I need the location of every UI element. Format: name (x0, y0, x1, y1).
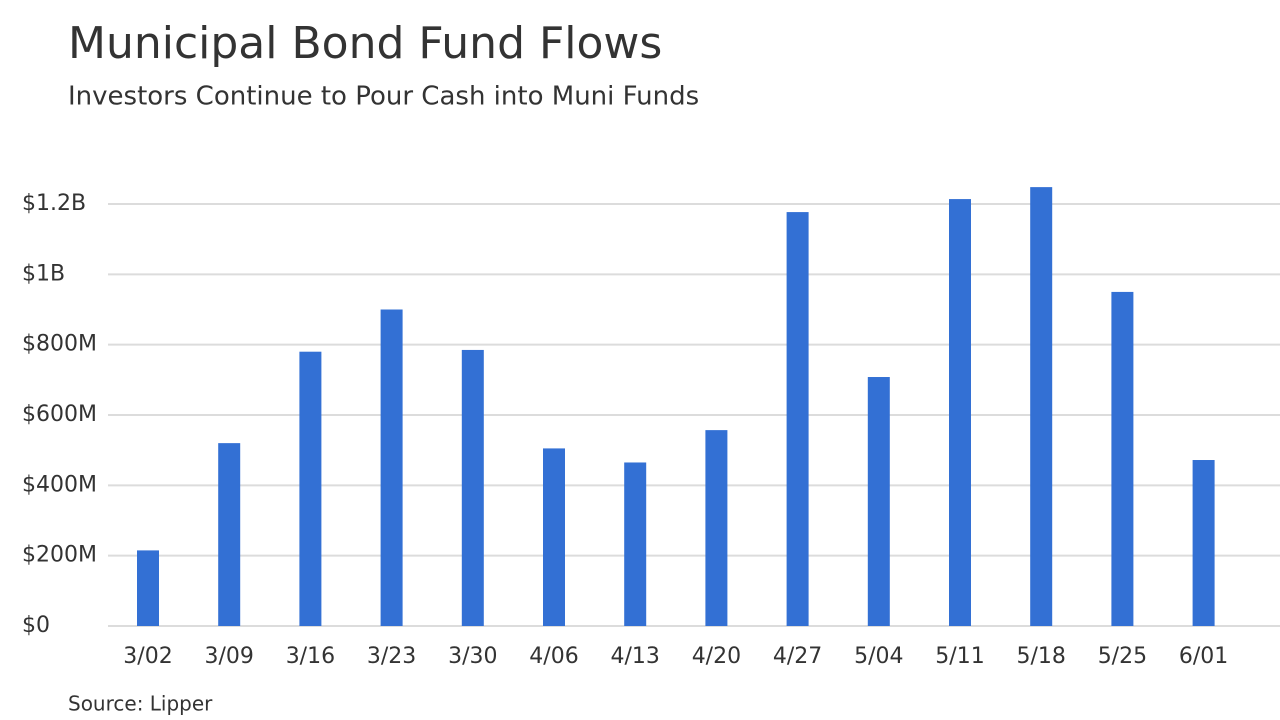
y-tick-label: $600M (22, 402, 97, 427)
y-tick-label: $800M (22, 332, 97, 357)
x-tick-label: 5/25 (1098, 644, 1147, 669)
x-tick-label: 4/20 (692, 644, 741, 669)
y-tick-label: $400M (22, 472, 97, 497)
bar (624, 462, 647, 626)
y-tick-label: $1.2B (22, 191, 86, 216)
x-tick-label: 6/01 (1179, 644, 1228, 669)
bar (786, 212, 809, 627)
x-tick-label: 4/27 (773, 644, 822, 669)
bar (461, 349, 484, 626)
x-tick-label: 5/18 (1016, 644, 1065, 669)
x-tick-label: 3/16 (286, 644, 335, 669)
x-tick-label: 5/04 (854, 644, 903, 669)
bar (1030, 187, 1053, 626)
chart-subtitle: Investors Continue to Pour Cash into Mun… (68, 82, 699, 112)
bar (218, 443, 241, 626)
y-tick-label: $0 (22, 613, 50, 638)
bar (949, 199, 971, 626)
chart-title: Municipal Bond Fund Flows (68, 18, 662, 69)
bar (299, 351, 322, 626)
bar (380, 309, 403, 626)
y-tick-label: $200M (22, 543, 97, 568)
bar (867, 377, 890, 626)
x-tick-label: 3/02 (123, 644, 172, 669)
bar (1111, 291, 1134, 626)
x-tick-label: 3/09 (204, 644, 253, 669)
source-note: Source: Lipper (68, 692, 213, 716)
bar (1192, 460, 1215, 626)
x-tick-label: 4/06 (529, 644, 578, 669)
x-tick-label: 4/13 (610, 644, 659, 669)
x-tick-label: 3/30 (448, 644, 497, 669)
x-tick-label: 5/11 (935, 644, 984, 669)
x-tick-label: 3/23 (367, 644, 416, 669)
y-tick-label: $1B (22, 261, 65, 286)
bar (705, 430, 728, 626)
bar (137, 550, 159, 626)
bar (543, 448, 565, 626)
